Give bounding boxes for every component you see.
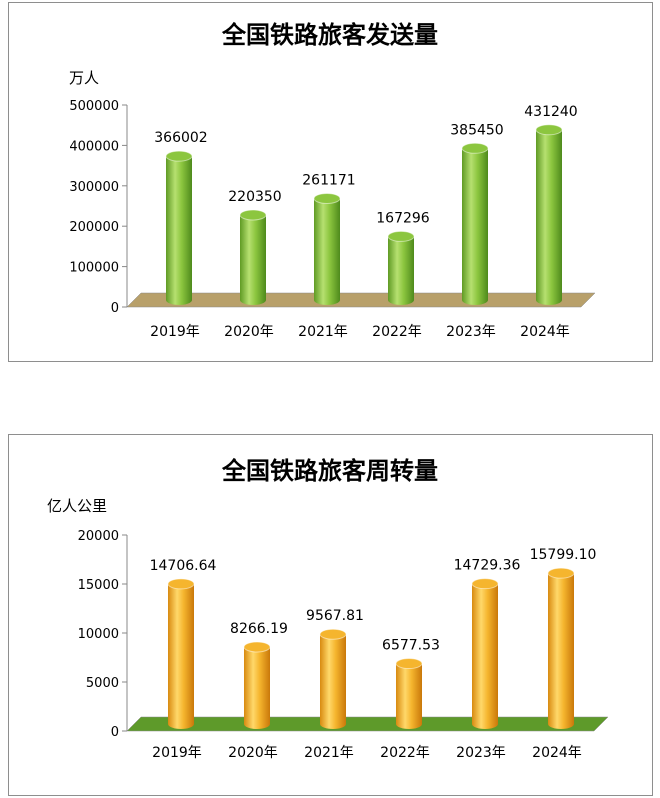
bar-base: [166, 295, 192, 305]
chart-floor: [126, 716, 609, 732]
bar: [243, 641, 271, 729]
bar-body: [320, 634, 346, 724]
bar-top: [319, 628, 347, 640]
bar: [547, 567, 575, 729]
bar: [387, 230, 415, 305]
bar-base: [240, 295, 266, 305]
data-label: 6577.53: [382, 638, 440, 654]
bar: [313, 192, 341, 305]
y-tick-label: 5000: [86, 676, 119, 691]
data-label: 14729.36: [454, 558, 521, 574]
bar-base: [244, 719, 270, 729]
x-tick-label: 2020年: [228, 745, 278, 761]
data-label: 385450: [450, 122, 503, 138]
x-tick-label: 2020年: [224, 324, 274, 340]
bar-base: [396, 719, 422, 729]
y-tick-label: 0: [111, 725, 119, 740]
data-label: 8266.19: [230, 621, 288, 637]
bar: [167, 578, 195, 729]
bar-body: [472, 583, 498, 724]
bar: [461, 142, 489, 305]
bar-base: [320, 719, 346, 729]
bar: [319, 628, 347, 729]
data-label: 14706.64: [150, 558, 217, 574]
x-tick-label: 2023年: [446, 324, 496, 340]
chart-title: 全国铁路旅客发送量: [221, 21, 438, 49]
bar-top: [313, 192, 341, 204]
x-tick-label: 2022年: [372, 324, 422, 340]
x-tick-label: 2019年: [150, 324, 200, 340]
x-tick-label: 2022年: [380, 745, 430, 761]
bar-base: [462, 295, 488, 305]
bar-base: [536, 295, 562, 305]
bar-base: [472, 719, 498, 729]
x-tick-label: 2023年: [456, 745, 506, 761]
bar: [471, 578, 499, 729]
x-tick-label: 2019年: [152, 745, 202, 761]
y-tick-label: 200000: [69, 220, 119, 235]
chart-passenger-turnover: 全国铁路旅客周转量 亿人公里 0 5000 10000 15000 20000 14706…: [47, 457, 609, 761]
x-tick-label: 2021年: [298, 324, 348, 340]
bar: [239, 209, 267, 305]
y-tick-label: 100000: [69, 261, 119, 276]
y-tick-label: 20000: [78, 529, 119, 544]
bar-top: [387, 230, 415, 242]
x-tick-label: 2024年: [532, 745, 582, 761]
bar-top: [395, 658, 423, 670]
y-tick-label: 10000: [78, 627, 119, 642]
y-tick-label: 500000: [69, 99, 119, 114]
bar-top: [239, 209, 267, 221]
bar: [165, 150, 193, 305]
data-label: 9567.81: [306, 608, 364, 624]
y-axis-unit: 万人: [69, 69, 99, 87]
bar-body: [166, 156, 192, 300]
data-label: 15799.10: [530, 547, 597, 563]
data-label: 167296: [376, 210, 430, 226]
bar-base: [314, 295, 340, 305]
chart-panel-passenger-volume: 全国铁路旅客发送量 万人 0 100000 200000 300000 400000 50…: [8, 2, 653, 362]
y-axis-unit: 亿人公里: [47, 497, 107, 515]
bar-body: [396, 663, 422, 724]
bar-base: [548, 719, 574, 729]
bar-top: [535, 124, 563, 136]
bar-base: [388, 295, 414, 305]
bar: [535, 124, 563, 305]
data-label: 261171: [302, 172, 355, 188]
bar-body: [548, 573, 574, 724]
bar-top: [243, 641, 271, 653]
chart-title: 全国铁路旅客周转量: [221, 457, 438, 485]
bar-top: [461, 142, 489, 154]
chart-floor: [126, 292, 596, 308]
bar-body: [536, 129, 562, 300]
bar-top: [547, 567, 575, 579]
bar-body: [462, 148, 488, 300]
x-tick-label: 2021年: [304, 745, 354, 761]
chart-panel-passenger-turnover: 全国铁路旅客周转量 亿人公里 0 5000 10000 15000 20000 14706…: [8, 434, 653, 796]
bar-body: [314, 198, 340, 300]
data-label: 366002: [154, 130, 207, 146]
bar-body: [244, 646, 270, 724]
chart-passenger-volume: 全国铁路旅客发送量 万人 0 100000 200000 300000 400000 50…: [69, 21, 596, 340]
bar-body: [168, 583, 194, 724]
bar-top: [167, 578, 195, 590]
bar-top: [165, 150, 193, 162]
bar-body: [388, 236, 414, 300]
y-tick-label: 0: [111, 301, 119, 316]
bar-base: [168, 719, 194, 729]
y-tick-label: 400000: [69, 139, 119, 154]
bar: [395, 658, 423, 729]
bar-body: [240, 214, 266, 300]
bar-top: [471, 578, 499, 590]
y-tick-label: 300000: [69, 180, 119, 195]
y-tick-label: 15000: [78, 578, 119, 593]
data-label: 220350: [228, 189, 281, 205]
data-label: 431240: [524, 104, 577, 120]
x-tick-label: 2024年: [520, 324, 570, 340]
